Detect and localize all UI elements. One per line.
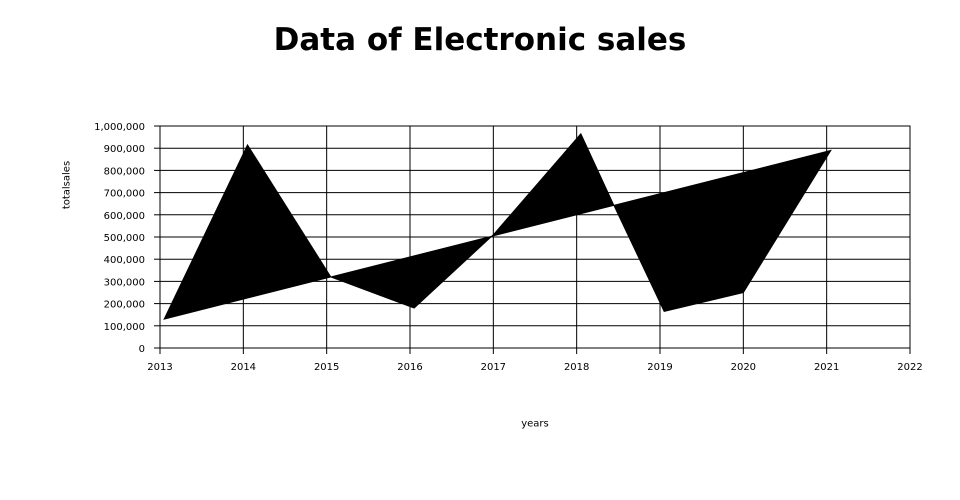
chart-title: Data of Electronic sales (273, 22, 687, 58)
x-axis-label: years (521, 418, 549, 430)
y-tick-label: 1,000,000 (94, 122, 145, 133)
y-tick-label: 700,000 (104, 189, 145, 200)
x-tick-label: 2015 (314, 362, 339, 373)
x-axis-ticks: 2013 2014 2015 2016 2017 2018 2019 2020 2021 2022 (147, 362, 922, 373)
series-area-polygon (163, 132, 832, 320)
x-tick-label: 2022 (897, 362, 922, 373)
y-tick-label: 800,000 (104, 166, 145, 177)
x-tick-label: 2019 (647, 362, 672, 373)
y-tick-label: 400,000 (104, 255, 145, 266)
y-tick-label: 900,000 (104, 144, 145, 155)
x-tick-label: 2017 (481, 362, 506, 373)
x-tick-label: 2016 (397, 362, 422, 373)
y-tick-label: 100,000 (104, 322, 145, 333)
series-area (163, 132, 832, 320)
y-axis-ticks: 0 100,000 200,000 300,000 400,000 500,000 600,… (94, 122, 145, 355)
x-tick-label: 2020 (731, 362, 756, 373)
plot-border (159, 125, 911, 349)
y-tick-label: 500,000 (104, 233, 145, 244)
y-tick-label: 300,000 (104, 277, 145, 288)
x-tick-label: 2021 (814, 362, 839, 373)
x-tick-label: 2018 (564, 362, 589, 373)
x-tick-label: 2014 (231, 362, 256, 373)
y-tick-label: 0 (139, 344, 145, 355)
y-tick-label: 200,000 (104, 300, 145, 311)
x-tick-label: 2013 (147, 362, 172, 373)
y-tick-label: 600,000 (104, 211, 145, 222)
